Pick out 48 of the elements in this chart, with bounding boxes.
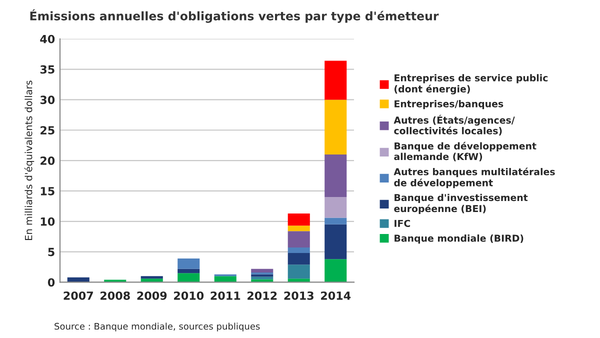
bar [288,248,310,254]
bar [214,276,236,282]
legend-label: Banque de développement allemande (KfW) [394,142,536,162]
bar [288,226,310,232]
legend-label: Entreprises/banques [394,100,504,110]
bar [324,60,347,100]
bar [140,276,163,279]
bar [288,213,310,226]
legend-label: IFC [394,220,410,227]
legend-label: Entreprises de service public (dont énergie) [394,74,548,94]
x-tick-label: 2011 [210,291,240,300]
bar [324,259,347,282]
y-tick-label: 35 [40,65,54,74]
x-tick-label: 2009 [137,291,167,300]
bar [288,231,310,248]
bar [324,224,347,260]
y-tick-label: 40 [40,34,55,44]
y-tick-label: 25 [40,126,54,135]
x-tick-label: 2013 [284,291,314,300]
bar [288,264,310,279]
y-tick-label: 20 [40,156,55,165]
bar [178,268,200,274]
bar [288,253,310,265]
chart-title: Émissions annuelles d'obligations vertes par type d'émetteur [30,9,439,23]
source-note: Source : Banque mondiale, sources publiques [54,322,260,332]
bar [178,273,200,282]
y-tick-label: 0 [48,278,55,287]
y-tick-label: 5 [48,248,54,256]
legend-label: Banque d'investissement européenne (BEI) [394,194,528,214]
x-tick-label: 2012 [248,291,277,300]
x-tick-label: 2010 [174,291,204,300]
bar [324,197,347,218]
x-tick-label: 2014 [321,291,351,300]
x-tick-label: 2008 [100,291,130,300]
bar [324,100,347,154]
bar [251,268,274,272]
y-tick-label: 15 [40,187,54,196]
legend-label: Autres (États/agences/ collectivités locales) [394,114,515,136]
bar [324,218,347,224]
y-tick-label: 30 [40,96,55,104]
y-axis-title: En milliards d'équivalents dollars [24,80,34,240]
legend-label: Banque mondiale (BIRD) [394,234,524,244]
y-tick-label: 10 [40,217,55,226]
bar [324,154,347,198]
bar [251,274,274,277]
legend-label: Autres banques multilatérales de développement [394,168,555,188]
bar [178,258,200,269]
x-tick-label: 2007 [64,291,93,300]
